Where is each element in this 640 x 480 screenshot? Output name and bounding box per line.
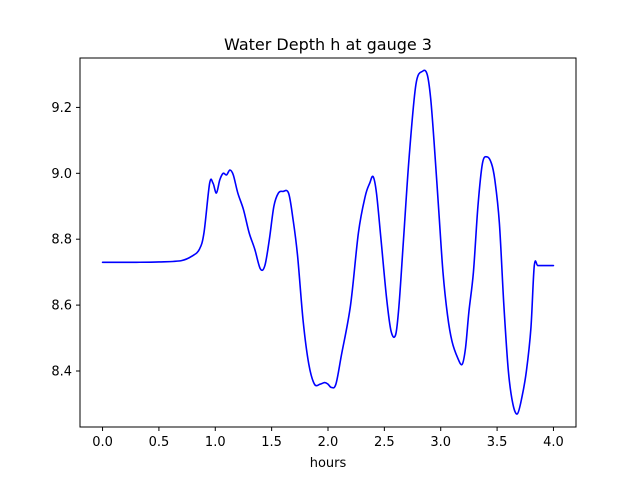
x-tick-label: 1.0 (205, 435, 226, 450)
x-tick-label: 4.0 (543, 435, 564, 450)
y-tick-label: 8.4 (51, 364, 72, 379)
x-tick-label: 0.5 (149, 435, 170, 450)
x-tick-label: 0.0 (92, 435, 113, 450)
chart-title: Water Depth h at gauge 3 (224, 35, 432, 54)
y-tick-label: 9.2 (51, 101, 72, 116)
y-tick-label: 8.6 (51, 299, 72, 314)
y-axis-ticks: 8.4 8.6 8.8 9.0 9.2 (51, 101, 80, 379)
plot-area (101, 69, 555, 415)
x-axis-title: hours (310, 456, 347, 471)
x-tick-label: 1.5 (261, 435, 282, 450)
y-tick-label: 8.8 (51, 233, 72, 248)
y-tick-label: 9.0 (51, 167, 72, 182)
axes-frame (79, 57, 577, 428)
series-line-0 (101, 69, 555, 415)
x-tick-label: 3.0 (430, 435, 451, 450)
x-tick-label: 2.0 (318, 435, 339, 450)
x-axis-ticks: 0.0 0.5 1.0 1.5 2.0 2.5 3.0 3.5 4.0 (92, 427, 564, 450)
x-tick-label: 3.5 (487, 435, 508, 450)
x-tick-label: 2.5 (374, 435, 395, 450)
